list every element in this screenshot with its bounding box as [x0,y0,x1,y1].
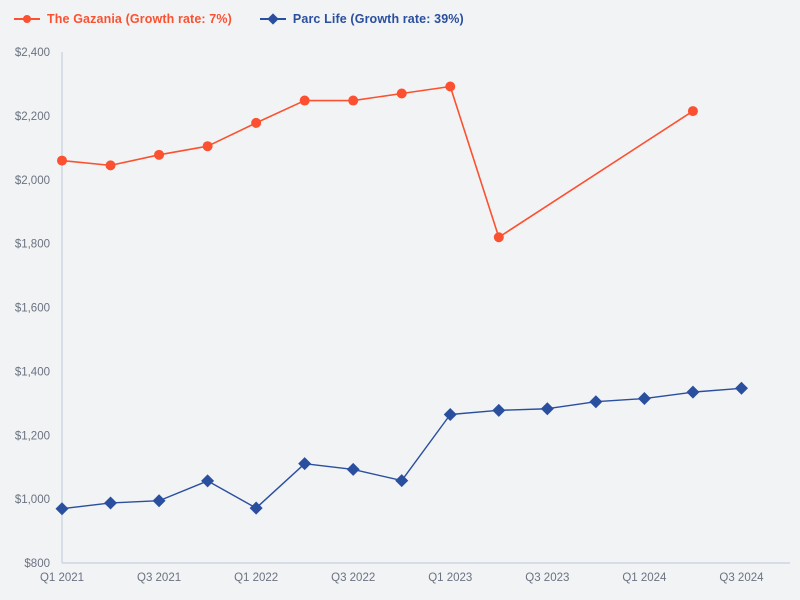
circle-marker-icon [14,13,40,25]
legend-label-parc-life: Parc Life (Growth rate: 39%) [292,12,464,26]
series-line-segment [207,122,257,147]
legend-label-the-gazania: The Gazania (Growth rate: 7%) [47,12,232,26]
y-axis-tick-label: $1,800 [15,239,50,251]
x-axis-tick-label: Q3 2023 [525,572,569,584]
series-line-segment [158,480,208,502]
x-axis-tick-label: Q1 2022 [234,572,278,584]
data-point-marker[interactable] [154,149,165,160]
series-line-segment [255,463,306,509]
y-axis-tick-label: $800 [24,558,50,570]
data-point-marker[interactable] [734,381,748,395]
series-line-segment [498,110,694,238]
data-point-marker[interactable] [445,81,456,92]
y-axis-tick-label: $2,000 [15,175,50,187]
data-point-marker[interactable] [686,385,700,399]
series-line-segment [401,85,451,95]
legend-item-parc-life[interactable]: Parc Life (Growth rate: 39%) [259,12,464,26]
y-axis-tick-label: $1,200 [15,430,50,442]
y-axis-tick-label: $1,000 [15,494,50,506]
data-point-marker[interactable] [152,494,166,508]
x-axis-tick-label: Q1 2021 [40,572,84,584]
series-line-segment [353,92,402,102]
diamond-marker-icon [259,13,286,25]
data-point-marker[interactable] [493,232,504,243]
series-line-segment [449,86,500,238]
data-point-marker[interactable] [637,392,651,406]
series-markers [55,81,748,516]
x-axis-tick-label: Q1 2023 [428,572,472,584]
y-axis-tick-labels: $800 $1,000 $1,200 $1,400 $1,600 $1,800 $2,000… [15,47,50,570]
series-line-segment [304,462,354,471]
series-line-segment [255,99,306,124]
series-line-segment [158,145,208,156]
y-axis-tick-label: $1,400 [15,366,50,378]
y-axis-tick-label: $1,600 [15,303,50,315]
data-point-marker[interactable] [55,502,69,516]
x-axis-tick-labels: Q1 2021 Q3 2021 Q1 2022 Q3 2022 Q1 2023 Q3 20… [40,572,764,584]
x-axis-tick-label: Q3 2024 [719,572,764,584]
data-point-marker[interactable] [299,95,310,106]
series-line-segment [644,391,694,400]
data-point-marker[interactable] [298,457,312,471]
series-line-segment [450,409,499,416]
data-point-marker[interactable] [346,462,360,476]
data-point-marker[interactable] [348,95,359,106]
data-point-marker[interactable] [395,474,409,488]
series-line-segment [110,154,160,167]
series-line-segment [61,159,111,167]
data-point-marker[interactable] [589,395,603,409]
chart-legend: The Gazania (Growth rate: 7%) Parc Life … [14,8,464,30]
series-line-segment [353,468,402,482]
data-point-marker[interactable] [540,402,554,416]
data-point-marker[interactable] [105,160,116,171]
y-axis-tick-label: $2,200 [15,111,50,123]
series-line-segment [207,480,257,509]
data-point-marker[interactable] [443,407,457,421]
series-line-segment [692,387,742,393]
series-line-segment [401,414,451,482]
legend-item-the-gazania[interactable]: The Gazania (Growth rate: 7%) [14,12,232,26]
data-point-marker[interactable] [687,106,698,117]
series-lines [61,85,742,510]
x-axis-tick-label: Q3 2021 [137,572,181,584]
data-point-marker[interactable] [249,501,263,515]
series-line-segment [61,502,111,510]
series-line-segment [547,401,596,410]
x-axis-tick-label: Q1 2024 [622,572,667,584]
series-line-segment [498,408,548,412]
data-point-marker[interactable] [104,496,118,510]
data-point-marker[interactable] [396,88,407,99]
data-point-marker[interactable] [492,403,506,417]
series-line-segment [110,500,160,504]
data-point-marker[interactable] [201,474,215,488]
data-point-marker[interactable] [57,155,67,166]
x-axis-tick-label: Q3 2022 [331,572,375,584]
series-line-segment [595,397,645,403]
data-point-marker[interactable] [202,141,213,152]
y-axis-tick-label: $2,400 [15,47,50,59]
data-point-marker[interactable] [251,117,262,128]
